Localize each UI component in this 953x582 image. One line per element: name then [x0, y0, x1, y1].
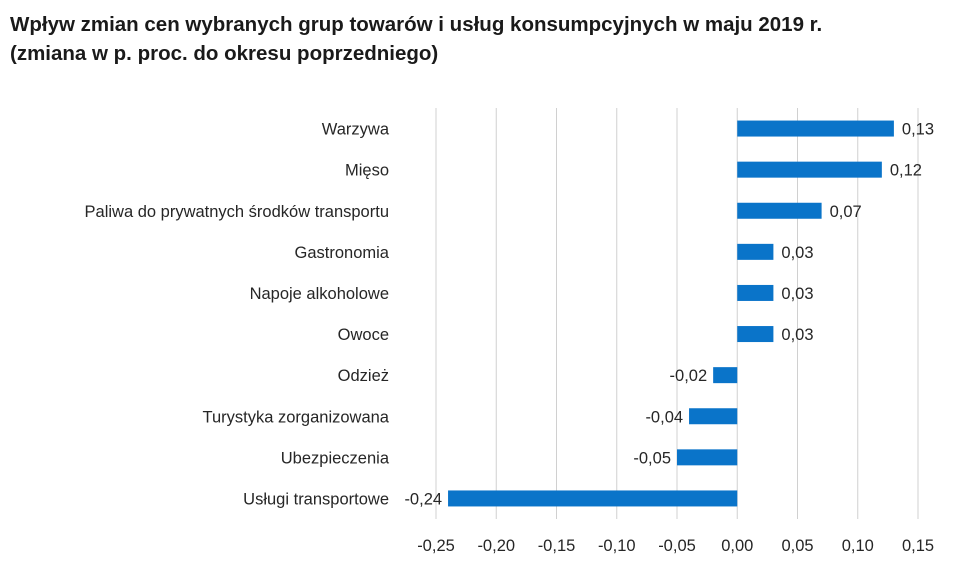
x-tick-label: 0,15 [902, 537, 934, 555]
x-tick-label: -0,10 [598, 537, 636, 555]
bars [448, 120, 894, 507]
category-label: Turystyka zorganizowana [203, 408, 390, 426]
bar [737, 161, 882, 178]
data-label: 0,13 [902, 121, 934, 139]
bar [448, 490, 738, 507]
bar [737, 243, 774, 260]
category-label: Warzywa [322, 121, 390, 139]
bar [737, 326, 774, 343]
bar [677, 449, 738, 466]
chart-title: Wpływ zmian cen wybranych grup towarów i… [10, 13, 823, 36]
bar [713, 367, 738, 384]
category-label: Usługi transportowe [243, 490, 389, 508]
value-labels: 0,13 0,12 0,07 0,03 0,03 0,03 -0,02 -0,04 -0,05 -… [404, 121, 934, 509]
category-label: Ubezpieczenia [281, 449, 390, 467]
x-tick-label: -0,05 [658, 537, 696, 555]
bar [737, 202, 822, 219]
data-label: 0,03 [781, 285, 813, 303]
data-label: 0,03 [781, 244, 813, 262]
category-label: Napoje alkoholowe [250, 285, 389, 303]
category-label: Paliwa do prywatnych środków transportu [85, 203, 389, 221]
category-label: Gastronomia [295, 244, 390, 262]
x-axis-tick-labels: -0,25 -0,20 -0,15 -0,10 -0,05 0,00 0,05 0,10 0,1… [417, 537, 934, 555]
category-label: Odzież [338, 367, 389, 385]
data-label: 0,03 [781, 326, 813, 344]
data-label: -0,02 [670, 367, 708, 385]
data-label: -0,24 [404, 490, 442, 508]
x-tick-label: -0,20 [477, 537, 515, 555]
bar [737, 120, 894, 137]
x-tick-label: 0,05 [781, 537, 813, 555]
data-label: 0,12 [890, 162, 922, 180]
category-labels: Warzywa Mięso Paliwa do prywatnych środków… [85, 121, 390, 509]
chart-subtitle: (zmiana w p. proc. do okresu poprzednieg… [10, 42, 439, 65]
x-tick-label: 0,10 [842, 537, 874, 555]
data-label: 0,07 [830, 203, 862, 221]
x-tick-label: 0,00 [721, 537, 753, 555]
category-label: Mięso [345, 162, 389, 180]
data-label: -0,04 [645, 408, 683, 426]
category-label: Owoce [338, 326, 389, 344]
bar [737, 284, 774, 301]
x-tick-label: -0,25 [417, 537, 455, 555]
data-label: -0,05 [633, 449, 671, 467]
bar [689, 408, 738, 425]
chart-title-block: Wpływ zmian cen wybranych grup towarów i… [10, 10, 940, 68]
x-tick-label: -0,15 [538, 537, 576, 555]
